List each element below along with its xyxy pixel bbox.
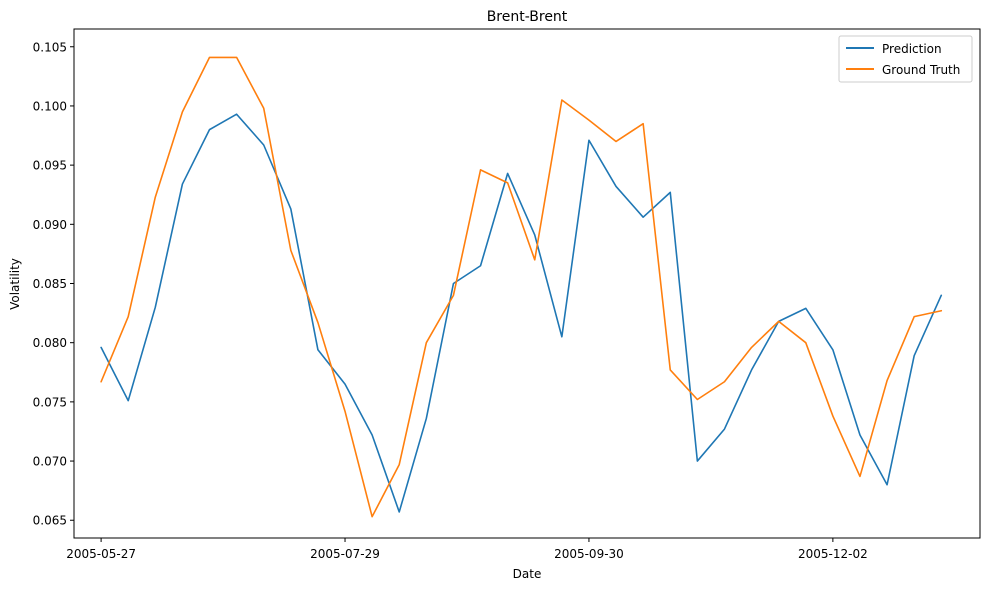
series-line-prediction [100,113,943,513]
legend: Prediction Ground Truth [838,35,973,83]
plot-area-frame [73,28,981,539]
y-axis-label: Volatility [8,258,22,310]
y-tick-label: 0.065 [33,514,67,528]
y-tick-label: 0.100 [33,99,67,113]
y-tick-label: 0.105 [33,40,67,54]
y-tick-label: 0.085 [33,277,67,291]
y-tick-label: 0.080 [33,336,67,350]
x-axis-label: Date [513,567,542,581]
legend-label-ground-truth: Ground Truth [882,63,960,77]
series-lines [100,56,943,518]
y-tick-label: 0.070 [33,455,67,469]
y-axis-ticks: 0.065 0.070 0.075 0.080 0.085 0.090 0.095 0.100… [33,40,74,528]
x-tick-label: 2005-07-29 [310,547,380,561]
x-axis-ticks: 2005-05-27 2005-07-29 2005-09-30 2005-12-02 [66,538,868,561]
y-tick-label: 0.075 [33,395,67,409]
y-tick-label: 0.090 [33,218,67,232]
y-tick-label: 0.095 [33,159,67,173]
x-tick-label: 2005-12-02 [798,547,868,561]
x-tick-label: 2005-05-27 [66,547,136,561]
legend-label-prediction: Prediction [882,42,942,56]
x-tick-label: 2005-09-30 [554,547,624,561]
chart-title: Brent-Brent [487,9,568,25]
series-line-ground-truth [100,56,943,518]
